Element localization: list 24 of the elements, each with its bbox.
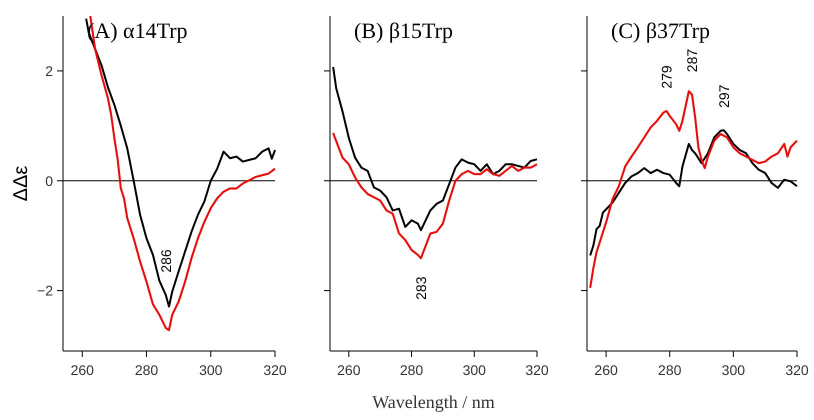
x-tick-label: 300 — [722, 362, 746, 378]
x-tick-label: 320 — [525, 362, 549, 378]
annotation: 287 — [684, 48, 700, 72]
annotation: 297 — [716, 84, 732, 108]
x-tick-label: 300 — [199, 362, 223, 378]
y-tick-label: 0 — [45, 172, 54, 189]
x-tick-label: 320 — [263, 362, 287, 378]
y-tick-label: −2 — [37, 282, 54, 299]
y-axis-title: ΔΔε — [10, 166, 32, 202]
y-tick-label: 2 — [45, 62, 54, 79]
x-tick-label: 280 — [134, 362, 158, 378]
x-axis-title: Wavelength / nm — [372, 392, 495, 412]
chart-title: (C) β37Trp — [611, 18, 710, 43]
x-tick-label: 260 — [594, 362, 618, 378]
x-tick-label: 320 — [785, 362, 809, 378]
x-tick-label: 280 — [400, 362, 424, 378]
chart-title: (B) β15Trp — [354, 18, 454, 43]
x-tick-label: 280 — [658, 362, 682, 378]
x-tick-label: 260 — [70, 362, 94, 378]
x-tick-label: 260 — [337, 362, 361, 378]
x-tick-label: 300 — [462, 362, 486, 378]
annotation: 283 — [412, 276, 429, 300]
annotation: 286 — [158, 249, 174, 273]
annotation: 279 — [658, 65, 675, 89]
